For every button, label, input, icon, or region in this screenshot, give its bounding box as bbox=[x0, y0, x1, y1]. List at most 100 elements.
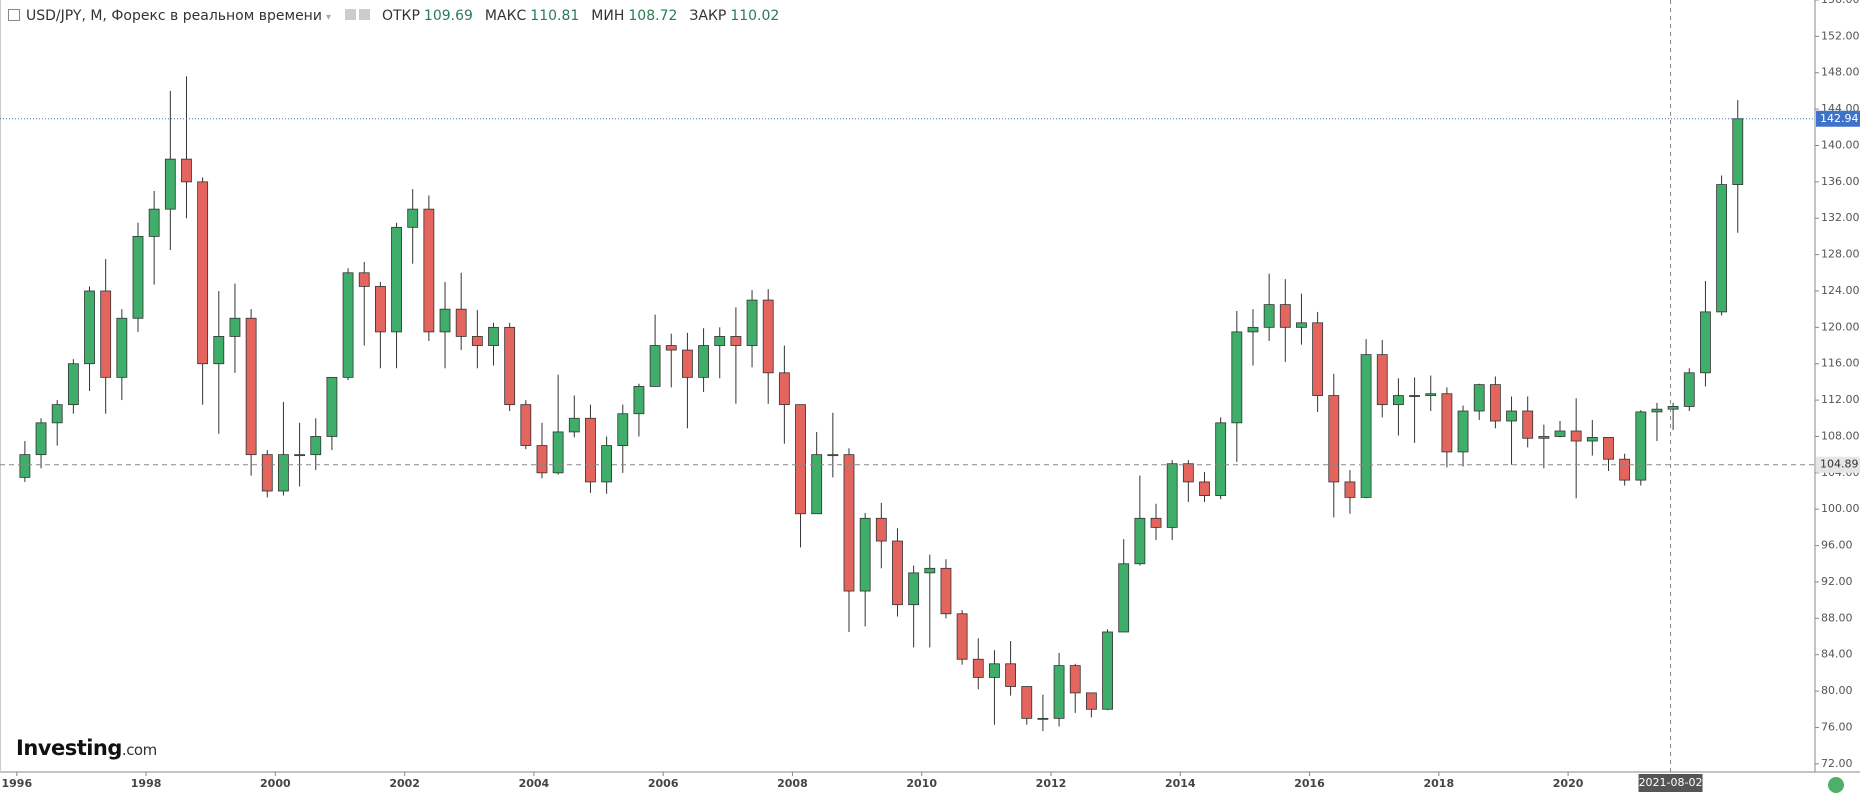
candle-body bbox=[1635, 411, 1647, 481]
x-tick-label: 1996 bbox=[1, 777, 32, 790]
last-price-label: 142.94 bbox=[1820, 112, 1859, 125]
candle-body bbox=[1376, 354, 1388, 406]
icon[interactable] bbox=[358, 9, 370, 20]
candle-body bbox=[1069, 665, 1081, 694]
candle-body bbox=[358, 272, 370, 287]
candle-body bbox=[1102, 631, 1113, 710]
legend-header: USD/JPY, M, Форекс в реальном времени ▾ ОТ… bbox=[8, 8, 791, 24]
candle-body bbox=[504, 326, 516, 406]
candle-body bbox=[843, 454, 855, 592]
candle-body bbox=[601, 445, 613, 483]
y-tick-label: 84.00 bbox=[1821, 648, 1853, 661]
candle-body bbox=[1021, 686, 1033, 719]
candle-body bbox=[100, 290, 112, 378]
candle-body bbox=[213, 336, 225, 365]
hline-box bbox=[1816, 456, 1860, 473]
candle-body bbox=[19, 454, 31, 478]
candle-body bbox=[1118, 563, 1130, 633]
candle-body bbox=[1393, 395, 1404, 406]
candle-body bbox=[859, 517, 871, 592]
y-tick-label: 112.00 bbox=[1821, 393, 1860, 406]
candle-body bbox=[294, 454, 306, 457]
x-tick-label: 2000 bbox=[260, 777, 291, 790]
candle-body bbox=[1166, 463, 1178, 528]
collapse-icon[interactable] bbox=[8, 9, 20, 21]
y-tick-label: 136.00 bbox=[1821, 175, 1860, 188]
candle-body bbox=[116, 317, 128, 378]
candle-body bbox=[875, 517, 887, 542]
candle-body bbox=[698, 345, 709, 378]
candle-body bbox=[762, 299, 774, 374]
candle-body bbox=[261, 454, 273, 492]
y-tick-label: 152.00 bbox=[1821, 29, 1860, 42]
candle-body bbox=[35, 422, 47, 456]
candle-body bbox=[1296, 322, 1307, 328]
y-tick-label: 108.00 bbox=[1821, 429, 1860, 442]
y-tick-label: 156.00 bbox=[1821, 0, 1860, 6]
candle-body bbox=[181, 158, 192, 183]
candle-body bbox=[682, 349, 693, 378]
candle-body bbox=[1700, 311, 1711, 374]
x-tick-label: 2010 bbox=[906, 777, 937, 790]
dropdown[interactable]: ▾ bbox=[325, 12, 331, 23]
candle-body bbox=[439, 308, 451, 333]
candle-body bbox=[1425, 393, 1437, 396]
candle-body bbox=[568, 417, 580, 433]
candle-body bbox=[1732, 118, 1744, 185]
x-tick-label: 2020 bbox=[1553, 777, 1584, 790]
candle-body bbox=[1457, 410, 1469, 453]
candle-body bbox=[1247, 326, 1259, 333]
candle-body bbox=[924, 567, 936, 574]
x-tick-label: 2014 bbox=[1165, 777, 1196, 790]
candle-body bbox=[1085, 692, 1097, 710]
candle-body bbox=[714, 336, 726, 346]
y-tick-label: 76.00 bbox=[1821, 720, 1853, 733]
icon[interactable] bbox=[344, 9, 356, 20]
status-icon bbox=[1828, 777, 1844, 793]
x-tick-label: 1998 bbox=[131, 777, 162, 790]
y-tick-label: 100.00 bbox=[1821, 502, 1860, 515]
candle-body bbox=[1199, 481, 1210, 496]
symbol[interactable]: USD/JPY, M, Форекс в реальном времени bbox=[26, 8, 322, 24]
candle-body bbox=[310, 436, 322, 456]
candle-body bbox=[1279, 304, 1291, 328]
candle-body bbox=[1554, 430, 1566, 437]
candle-body bbox=[1506, 410, 1517, 422]
candle-body bbox=[148, 208, 160, 237]
candle-body bbox=[617, 413, 629, 446]
candle-body bbox=[1037, 717, 1049, 720]
high-label: МАКС bbox=[484, 8, 527, 24]
x-tick-label: 2006 bbox=[648, 777, 679, 790]
candle-body bbox=[665, 345, 677, 351]
close-label: ЗАКР bbox=[689, 8, 727, 24]
candle-body bbox=[1134, 517, 1146, 565]
candle-body bbox=[778, 372, 790, 406]
candle-body bbox=[488, 326, 499, 346]
candle-body bbox=[585, 417, 596, 483]
candle-body bbox=[164, 158, 176, 210]
candle-body bbox=[972, 658, 984, 678]
candle-body bbox=[423, 208, 435, 333]
y-tick-label: 80.00 bbox=[1821, 684, 1853, 697]
candle-body bbox=[649, 345, 661, 387]
logo[interactable]: Investing.com bbox=[16, 736, 157, 760]
candle-body bbox=[374, 286, 386, 333]
candle-body bbox=[1603, 436, 1614, 460]
candle-body bbox=[342, 272, 354, 378]
candle-body bbox=[1263, 304, 1275, 328]
candle-body bbox=[1005, 663, 1017, 687]
candle-body bbox=[795, 404, 806, 515]
candle-body bbox=[552, 431, 564, 474]
candle-body bbox=[407, 208, 419, 228]
candle-body bbox=[1473, 384, 1485, 412]
candle-body bbox=[811, 454, 823, 515]
candle-body bbox=[940, 567, 952, 615]
candle-body bbox=[1182, 463, 1194, 483]
logo-text: Investing bbox=[16, 736, 122, 760]
candle-body bbox=[1651, 408, 1663, 413]
candle-body bbox=[1619, 458, 1631, 481]
y-tick-label: 128.00 bbox=[1821, 248, 1860, 261]
y-tick-label: 124.00 bbox=[1821, 284, 1860, 297]
candle-body bbox=[520, 404, 532, 446]
